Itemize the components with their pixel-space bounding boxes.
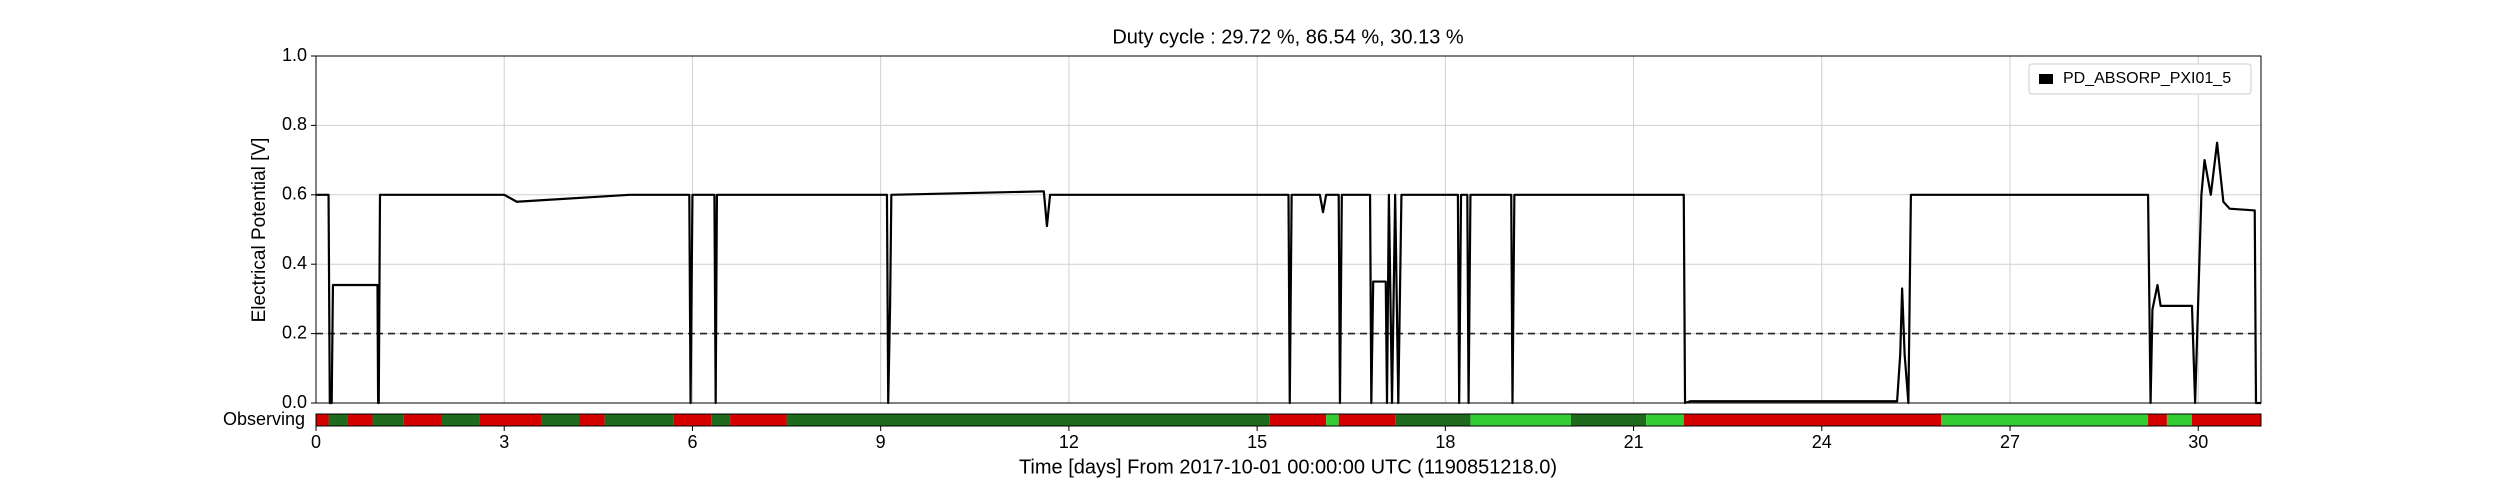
legend-swatch xyxy=(2039,74,2053,84)
observing-segment xyxy=(730,414,787,426)
observing-segment xyxy=(479,414,542,426)
data-line xyxy=(316,141,2261,405)
y-tick-label: 0.4 xyxy=(282,253,307,273)
x-tick-label: 0 xyxy=(311,432,321,452)
observing-segment xyxy=(403,414,442,426)
observing-segment xyxy=(1269,414,1327,426)
x-tick-label: 21 xyxy=(1624,432,1644,452)
observing-segment xyxy=(673,414,712,426)
observing-segment xyxy=(2148,414,2167,426)
segments-frame xyxy=(315,413,2262,427)
observing-segment xyxy=(1570,414,1647,426)
observing-segment xyxy=(786,414,1270,426)
x-tick-label: 3 xyxy=(499,432,509,452)
y-tick-label: 0.6 xyxy=(282,184,307,204)
observing-segment xyxy=(1470,414,1571,426)
plot-frame xyxy=(315,55,2262,404)
observing-segment xyxy=(1941,414,2149,426)
x-tick-label: 15 xyxy=(1247,432,1267,452)
observing-segment xyxy=(1646,414,1684,426)
y-tick-label: 0.2 xyxy=(282,322,307,342)
observing-segment xyxy=(1683,414,1942,426)
observing-segment xyxy=(441,414,480,426)
x-tick-label: 30 xyxy=(2188,432,2208,452)
x-tick-label: 24 xyxy=(1812,432,1832,452)
observing-segment xyxy=(372,414,404,426)
x-tick-label: 18 xyxy=(1435,432,1455,452)
observing-segment xyxy=(347,414,373,426)
observing-segment xyxy=(1326,414,1339,426)
observing-segment xyxy=(1338,414,1396,426)
legend-box xyxy=(2028,63,2252,95)
x-tick-label: 9 xyxy=(876,432,886,452)
chart-title: Duty cycle : 29.72 %, 86.54 %, 30.13 % xyxy=(1112,26,1464,48)
observing-segment xyxy=(579,414,605,426)
observing-segment xyxy=(328,414,348,426)
y-tick-label: 1.0 xyxy=(282,45,307,65)
observing-segment xyxy=(2166,414,2192,426)
x-tick-label: 27 xyxy=(2000,432,2020,452)
observing-segment xyxy=(316,414,329,426)
observing-segment xyxy=(711,414,731,426)
x-tick-label: 12 xyxy=(1059,432,1079,452)
legend-label: PD_ABSORP_PXI01_5 xyxy=(2063,70,2231,87)
x-tick-label: 6 xyxy=(687,432,697,452)
observing-segment xyxy=(604,414,674,426)
y-axis-label: Electrical Potential [V] xyxy=(249,138,270,323)
observing-segment xyxy=(1395,414,1471,426)
y-tick-label: 0.8 xyxy=(282,114,307,134)
observing-segment xyxy=(541,414,580,426)
observing-segment xyxy=(2191,414,2261,426)
x-axis-label: Time [days] From 2017-10-01 00:00:00 UTC… xyxy=(1019,456,1557,478)
y-tick-label: 0.0 xyxy=(282,392,307,412)
segments-label: Observing xyxy=(223,409,305,429)
